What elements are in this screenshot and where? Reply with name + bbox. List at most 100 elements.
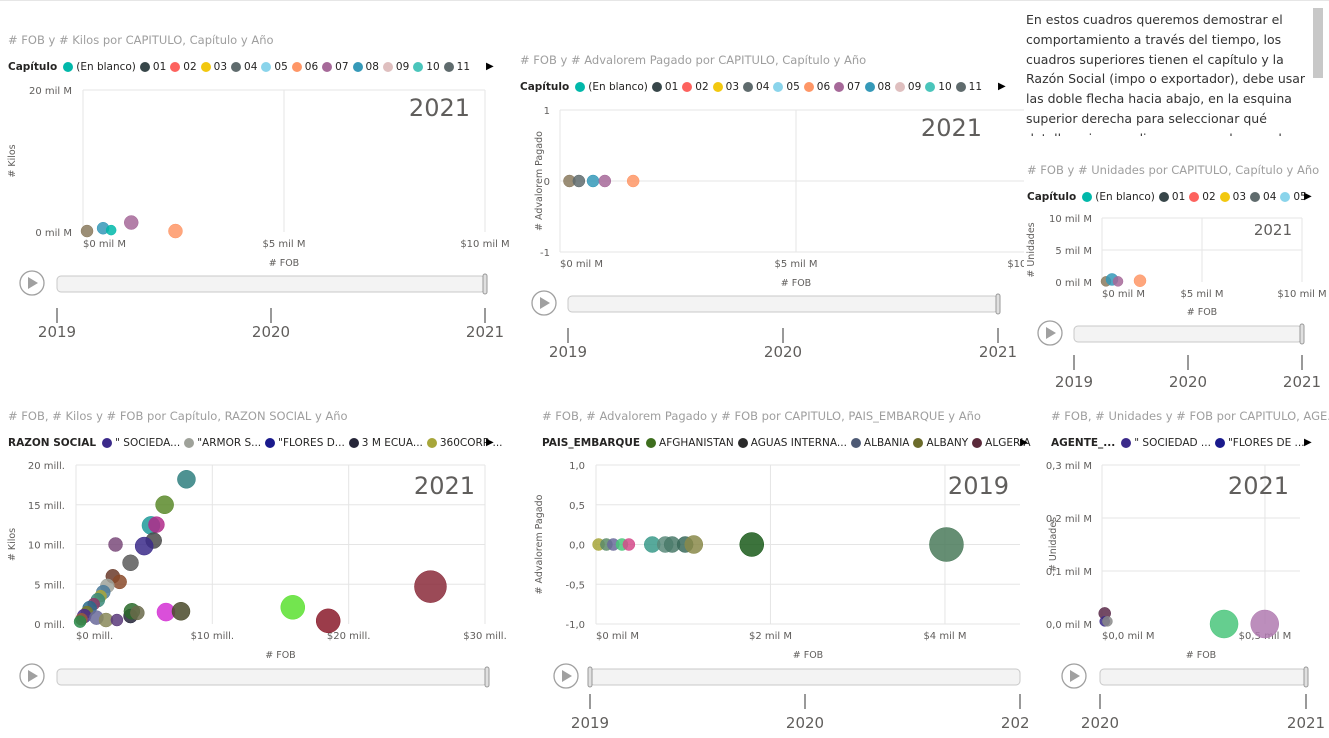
legend-item[interactable]: 08	[352, 61, 379, 73]
legend-item[interactable]: 3 M ECUA...	[348, 437, 423, 449]
legend-item[interactable]: 05	[261, 61, 288, 73]
legend-item[interactable]: 360CORP ...	[426, 437, 503, 449]
data-point[interactable]	[73, 615, 87, 628]
data-point[interactable]	[572, 174, 586, 188]
legend-item[interactable]: 11	[443, 61, 470, 73]
legend-item[interactable]: "FLORES D...	[265, 437, 345, 449]
legend-item[interactable]: 09	[382, 61, 409, 73]
data-point[interactable]	[130, 605, 145, 621]
data-point[interactable]	[586, 174, 600, 188]
data-point[interactable]	[1209, 609, 1239, 639]
legend-item[interactable]: 04	[1250, 191, 1276, 203]
legend-next-arrow-icon[interactable]: ▶	[1304, 191, 1312, 202]
play-axis[interactable]: 2020 2021	[1061, 663, 1325, 732]
legend-next-arrow-icon[interactable]: ▶	[998, 81, 1006, 92]
legend-item[interactable]: 06	[291, 61, 318, 73]
data-point[interactable]	[622, 538, 636, 551]
play-axis[interactable]: 2019 2020 2021	[1037, 320, 1321, 391]
legend-item[interactable]: ALBANY	[913, 437, 968, 449]
legend-item[interactable]: ALGERIA	[972, 437, 1031, 449]
legend-item[interactable]: 02	[1189, 191, 1216, 203]
legend-next-arrow-icon[interactable]: ▶	[1304, 437, 1312, 448]
legend-item[interactable]: 03	[712, 81, 739, 93]
play-slider-handle[interactable]	[1303, 666, 1309, 688]
play-slider-track[interactable]	[589, 668, 1021, 686]
legend-item[interactable]: " SOCIEDAD ...	[1121, 437, 1211, 449]
data-point[interactable]	[1102, 616, 1113, 627]
play-axis[interactable]: 2019 2020 2021	[19, 270, 504, 340]
play-slider-handle[interactable]	[482, 273, 488, 295]
legend-item[interactable]: 03	[1219, 191, 1246, 203]
data-point[interactable]	[112, 574, 127, 590]
data-point[interactable]	[739, 532, 765, 557]
legend-item[interactable]: 08	[864, 81, 891, 93]
play-slider-track[interactable]	[567, 295, 999, 313]
legend[interactable]: Capítulo (En blanco) 01 02 03 04 05 06 07 08 09 10 1…	[520, 81, 986, 93]
legend-item[interactable]: 07	[322, 61, 349, 73]
legend-item[interactable]: "ARMOR S...	[184, 437, 261, 449]
legend-next-arrow-icon[interactable]: ▶	[486, 437, 494, 448]
legend[interactable]: Capítulo (En blanco) 01 02 03 04 05	[1027, 191, 1311, 203]
legend-item[interactable]: 11	[955, 81, 982, 93]
legend-item[interactable]: (En blanco)	[63, 61, 136, 73]
legend-item[interactable]: 04	[743, 81, 769, 93]
legend-item[interactable]: 01	[139, 61, 166, 73]
legend-item[interactable]: " SOCIEDA...	[102, 437, 180, 449]
data-point[interactable]	[168, 223, 183, 239]
text-scrollbar[interactable]	[1313, 8, 1323, 78]
data-point[interactable]	[684, 535, 704, 554]
play-slider-track[interactable]	[56, 668, 488, 686]
play-axis[interactable]	[19, 663, 490, 689]
legend-item[interactable]: (En blanco)	[1082, 191, 1155, 203]
data-point[interactable]	[123, 215, 139, 230]
legend-item[interactable]: "FLORES DE ...	[1214, 437, 1305, 449]
legend-item[interactable]: 01	[1158, 191, 1185, 203]
legend-item[interactable]: ALBANIA	[850, 437, 909, 449]
legend-item[interactable]: 04	[231, 61, 257, 73]
legend-item[interactable]: 07	[834, 81, 861, 93]
legend-item[interactable]: 02	[170, 61, 197, 73]
legend-next-arrow-icon[interactable]: ▶	[486, 61, 494, 72]
legend-item[interactable]: (En blanco)	[575, 81, 648, 93]
data-point[interactable]	[134, 536, 154, 556]
legend-item[interactable]: 05	[773, 81, 800, 93]
data-point[interactable]	[148, 516, 165, 533]
data-point[interactable]	[171, 602, 191, 621]
legend-item[interactable]: 02	[682, 81, 709, 93]
data-point[interactable]	[1133, 274, 1147, 287]
legend[interactable]: RAZON SOCIAL " SOCIEDA... "ARMOR S... "FLOR…	[8, 437, 507, 449]
legend-item[interactable]: 05	[1280, 191, 1307, 203]
legend-next-arrow-icon[interactable]: ▶	[1020, 437, 1028, 448]
data-point[interactable]	[1250, 609, 1279, 639]
data-point[interactable]	[315, 608, 341, 634]
legend-item[interactable]: AFGHANISTAN	[646, 437, 734, 449]
play-axis[interactable]: 2019 2020 2021	[553, 663, 1028, 732]
data-point[interactable]	[80, 224, 94, 238]
legend-item[interactable]: 06	[803, 81, 830, 93]
play-slider-handle[interactable]	[995, 293, 1001, 315]
legend-item[interactable]: 10	[413, 61, 440, 73]
play-slider-handle[interactable]	[1299, 323, 1305, 345]
data-point[interactable]	[626, 174, 640, 188]
legend[interactable]: PAIS_EMBARQUE AFGHANISTAN AGUAS INTERNA...…	[542, 437, 1035, 449]
play-slider-handle[interactable]	[484, 666, 490, 688]
data-point[interactable]	[155, 495, 174, 514]
data-point[interactable]	[1112, 276, 1124, 287]
legend-item[interactable]: AGUAS INTERNA...	[737, 437, 847, 449]
legend-item[interactable]: 10	[925, 81, 952, 93]
play-slider-handle[interactable]	[587, 666, 593, 688]
data-point[interactable]	[414, 570, 447, 603]
play-slider-track[interactable]	[1099, 668, 1307, 686]
play-slider-track[interactable]	[56, 275, 486, 293]
data-point[interactable]	[110, 613, 124, 627]
play-axis[interactable]: 2019 2020 2021	[531, 290, 1017, 361]
data-point[interactable]	[108, 537, 123, 552]
data-point[interactable]	[122, 554, 139, 572]
data-point[interactable]	[280, 595, 306, 620]
legend[interactable]: Capítulo (En blanco) 01 02 03 04 05 06 07 08 09 10 1…	[8, 61, 474, 73]
legend-item[interactable]: 09	[894, 81, 921, 93]
legend[interactable]: AGENTE_... " SOCIEDAD ... "FLORES DE ...	[1051, 437, 1309, 449]
data-point[interactable]	[598, 174, 612, 188]
data-point[interactable]	[929, 527, 964, 562]
legend-item[interactable]: 01	[651, 81, 678, 93]
